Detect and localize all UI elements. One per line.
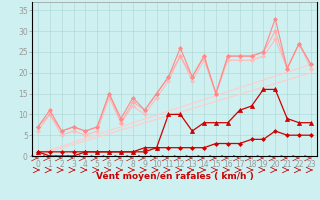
X-axis label: Vent moyen/en rafales ( km/h ): Vent moyen/en rafales ( km/h ) — [96, 172, 253, 181]
